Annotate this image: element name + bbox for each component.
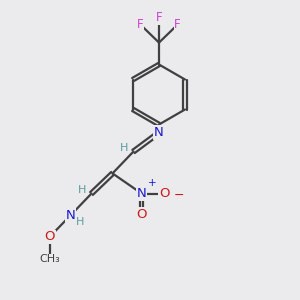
Text: N: N	[66, 209, 75, 222]
Text: H: H	[120, 143, 128, 153]
Text: F: F	[174, 18, 181, 31]
Text: H: H	[76, 217, 84, 227]
Text: CH₃: CH₃	[39, 254, 60, 265]
Text: H: H	[78, 185, 87, 195]
Text: +: +	[148, 178, 156, 188]
Text: N: N	[137, 187, 146, 200]
Text: O: O	[159, 187, 169, 200]
Text: O: O	[44, 230, 55, 244]
Text: O: O	[136, 208, 147, 221]
Text: N: N	[154, 126, 164, 139]
Text: −: −	[174, 189, 184, 202]
Text: F: F	[156, 11, 162, 24]
Text: F: F	[137, 18, 144, 31]
